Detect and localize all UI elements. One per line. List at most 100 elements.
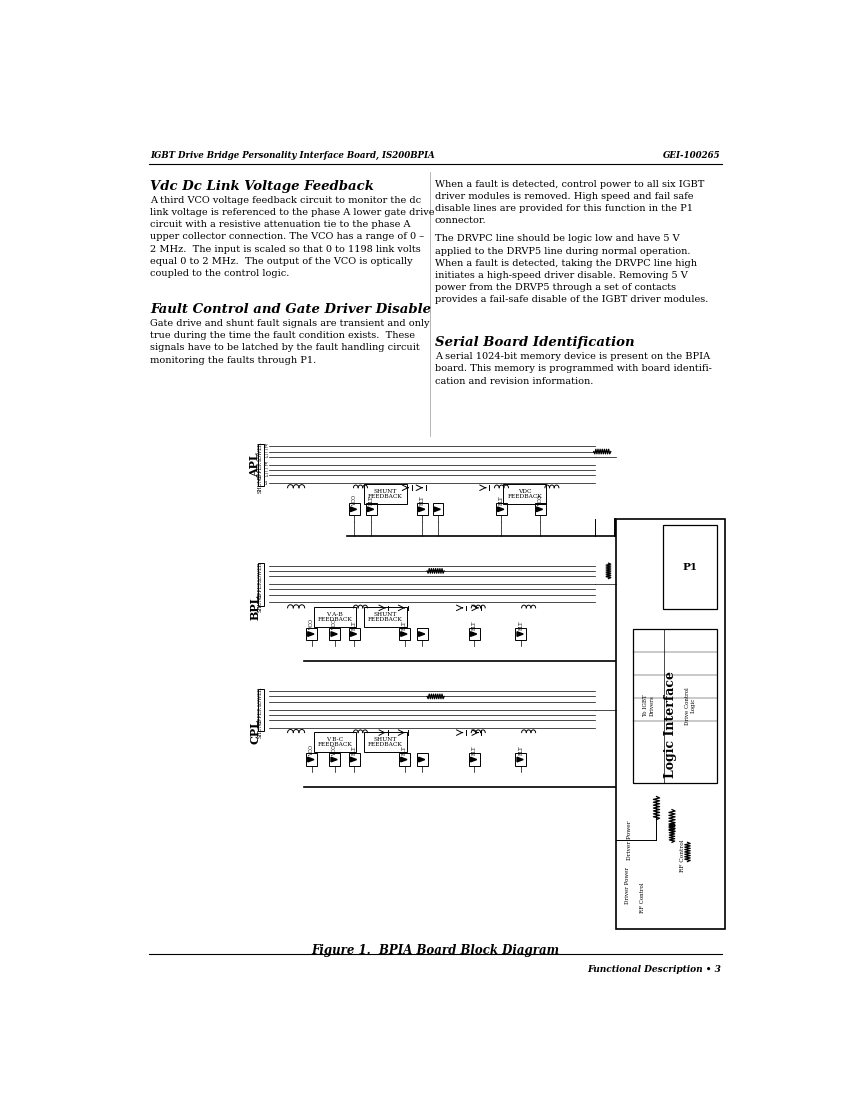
Text: C: C	[264, 468, 268, 473]
Text: G: G	[264, 454, 268, 460]
Polygon shape	[331, 631, 337, 636]
Bar	[503, 484, 546, 504]
Text: BPL: BPL	[250, 595, 261, 620]
Bar	[330, 628, 340, 640]
Bar	[515, 754, 526, 766]
Text: Gate drive and shunt fault signals are transient and only
true during the time t: Gate drive and shunt fault signals are t…	[150, 319, 430, 364]
Bar	[366, 503, 377, 516]
Polygon shape	[418, 507, 425, 512]
Text: FLT: FLT	[518, 746, 524, 755]
Polygon shape	[400, 757, 407, 762]
Polygon shape	[471, 757, 477, 762]
Polygon shape	[434, 507, 440, 512]
Polygon shape	[308, 757, 314, 762]
Bar	[258, 689, 264, 732]
Polygon shape	[418, 631, 425, 636]
Text: C: C	[264, 449, 268, 454]
Polygon shape	[400, 631, 407, 636]
Bar	[348, 503, 360, 516]
Text: FLT: FLT	[352, 620, 357, 629]
Bar	[314, 732, 356, 752]
Text: SHUNT: SHUNT	[258, 718, 263, 738]
Text: FLT: FLT	[472, 620, 477, 629]
Text: LOWER: LOWER	[258, 686, 263, 706]
Text: Vdc Dc Link Voltage Feedback: Vdc Dc Link Voltage Feedback	[150, 179, 374, 192]
Text: RF Control: RF Control	[680, 839, 685, 872]
Text: VCO: VCO	[309, 619, 314, 630]
Text: VCO: VCO	[309, 745, 314, 756]
Polygon shape	[517, 631, 524, 636]
Text: The DRVPC line should be logic low and have 5 V
applied to the DRVP5 line during: The DRVPC line should be logic low and h…	[435, 234, 708, 305]
Text: GEI-100265: GEI-100265	[663, 151, 721, 160]
Bar	[364, 484, 406, 504]
Bar	[364, 607, 406, 627]
Bar	[348, 754, 360, 766]
Bar	[306, 628, 317, 640]
Text: When a fault is detected, control power to all six IGBT
driver modules is remove: When a fault is detected, control power …	[435, 179, 704, 226]
Bar	[515, 628, 526, 640]
Bar	[364, 732, 406, 752]
Text: SHUNT
FEEDBACK: SHUNT FEEDBACK	[368, 488, 403, 499]
Bar	[348, 628, 360, 640]
Polygon shape	[350, 507, 356, 512]
Text: 3: 3	[264, 481, 268, 485]
Text: VDC
FEEDBACK: VDC FEEDBACK	[507, 488, 542, 499]
Bar	[469, 754, 479, 766]
Text: Drive Control
Logic: Drive Control Logic	[685, 686, 696, 725]
Text: VCO: VCO	[538, 495, 543, 506]
Bar	[469, 628, 479, 640]
Bar	[417, 754, 428, 766]
Bar	[258, 563, 264, 605]
Text: E: E	[264, 462, 268, 468]
Text: Functional Description • 3: Functional Description • 3	[587, 965, 721, 975]
Text: FLT: FLT	[499, 495, 504, 505]
Text: E: E	[264, 443, 268, 449]
Text: SHUNT
FEEDBACK: SHUNT FEEDBACK	[368, 612, 403, 623]
Bar	[633, 629, 717, 783]
Text: FLT: FLT	[472, 746, 477, 755]
Text: LOWER: LOWER	[258, 442, 263, 461]
Bar	[400, 628, 410, 640]
Text: RF Control: RF Control	[640, 882, 645, 913]
Text: FLT: FLT	[402, 620, 407, 629]
Text: UPPER: UPPER	[258, 706, 263, 724]
Text: To IGBT
Drivers: To IGBT Drivers	[643, 694, 654, 717]
Text: FLT: FLT	[369, 495, 374, 505]
Polygon shape	[350, 757, 356, 762]
Text: FLT: FLT	[420, 495, 425, 505]
Text: SHUNT
FEEDBACK: SHUNT FEEDBACK	[368, 737, 403, 747]
Bar	[314, 607, 356, 627]
Polygon shape	[471, 631, 477, 636]
Text: P1: P1	[683, 562, 697, 572]
Polygon shape	[536, 507, 542, 512]
Text: UPPER: UPPER	[258, 581, 263, 598]
Text: FLT: FLT	[352, 746, 357, 755]
Bar	[306, 754, 317, 766]
Text: UPPER: UPPER	[258, 461, 263, 478]
Bar	[496, 503, 507, 516]
Polygon shape	[308, 631, 314, 636]
Text: SHUNT: SHUNT	[258, 473, 263, 493]
Text: V B-C
FEEDBACK: V B-C FEEDBACK	[318, 737, 352, 747]
Bar	[417, 503, 428, 516]
Text: Driver Power: Driver Power	[625, 867, 630, 904]
Text: Logic Interface: Logic Interface	[664, 671, 677, 778]
Bar	[258, 443, 264, 486]
Text: Serial Board Identification: Serial Board Identification	[435, 337, 634, 349]
Bar	[400, 754, 410, 766]
Text: Figure 1.  BPIA Board Block Diagram: Figure 1. BPIA Board Block Diagram	[312, 944, 559, 957]
Polygon shape	[367, 507, 374, 512]
Text: Driver Power: Driver Power	[627, 821, 632, 860]
Text: Fault Control and Gate Driver Disable: Fault Control and Gate Driver Disable	[150, 302, 432, 316]
Text: VCO: VCO	[352, 495, 357, 506]
Polygon shape	[517, 757, 524, 762]
Bar	[417, 628, 428, 640]
Polygon shape	[418, 757, 425, 762]
Bar	[330, 754, 340, 766]
Text: CPL: CPL	[250, 719, 261, 745]
Text: LOWER: LOWER	[258, 561, 263, 581]
Text: FLT: FLT	[402, 746, 407, 755]
Bar	[616, 519, 725, 928]
Text: G: G	[264, 473, 268, 477]
Bar	[663, 525, 717, 609]
